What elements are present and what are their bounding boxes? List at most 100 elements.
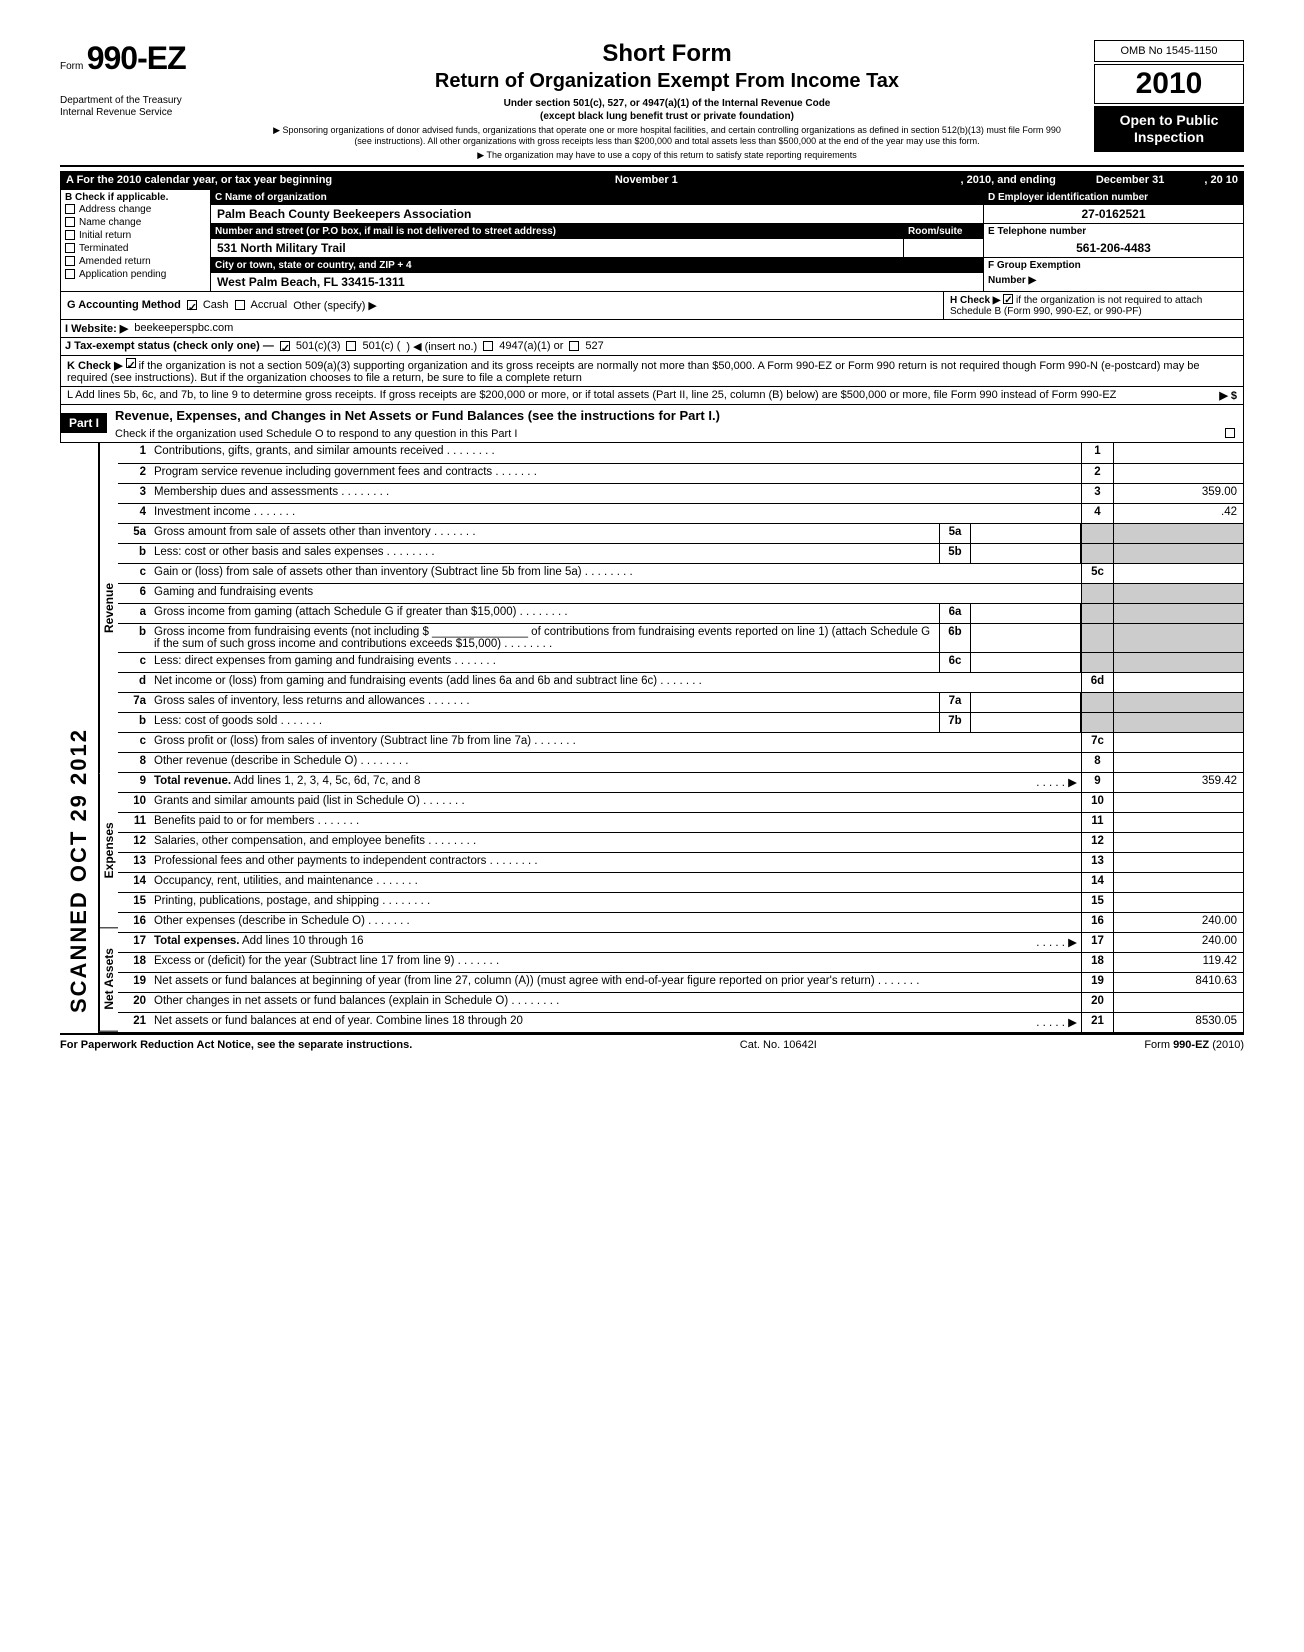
line-13: 13Professional fees and other payments t… xyxy=(118,852,1243,872)
footer-right: Form 990-EZ (2010) xyxy=(1144,1039,1244,1051)
line-num: 6 xyxy=(118,584,150,603)
end-val[interactable] xyxy=(1113,464,1243,483)
room-label: Room/suite xyxy=(904,224,983,239)
mid-val[interactable] xyxy=(971,713,1081,732)
line-d: dNet income or (loss) from gaming and fu… xyxy=(118,672,1243,692)
end-shade xyxy=(1081,604,1113,623)
mid-num: 7a xyxy=(939,693,971,712)
cb-527[interactable] xyxy=(569,341,579,351)
line-text: Membership dues and assessments . . . . … xyxy=(150,484,1081,503)
line-text: Total expenses. Add lines 10 through 16 … xyxy=(150,933,1081,952)
cb-pending[interactable]: Application pending xyxy=(65,268,206,281)
end-shade-val xyxy=(1113,653,1243,672)
end-val[interactable]: 8530.05 xyxy=(1113,1013,1243,1032)
line-num: 15 xyxy=(118,893,150,912)
end-val[interactable] xyxy=(1113,673,1243,692)
row-a-end: December 31 xyxy=(1056,174,1205,186)
mid-val[interactable] xyxy=(971,604,1081,623)
end-num: 14 xyxy=(1081,873,1113,892)
cb-part1[interactable] xyxy=(1225,428,1235,438)
row-a-begin: November 1 xyxy=(332,174,960,186)
line-num: 13 xyxy=(118,853,150,872)
form-page: Form 990-EZ Department of the Treasury I… xyxy=(60,40,1244,1055)
mid-val[interactable] xyxy=(971,544,1081,563)
e-label: E Telephone number xyxy=(984,224,1243,239)
end-val[interactable] xyxy=(1113,813,1243,832)
end-val[interactable] xyxy=(1113,853,1243,872)
end-val[interactable]: 359.42 xyxy=(1113,773,1243,792)
end-val[interactable]: 119.42 xyxy=(1113,953,1243,972)
line-num: 21 xyxy=(118,1013,150,1032)
mid-num: 6b xyxy=(939,624,971,652)
line-text: Occupancy, rent, utilities, and maintena… xyxy=(150,873,1081,892)
line-text: Less: direct expenses from gaming and fu… xyxy=(150,653,939,672)
inspection-badge: Open to Public Inspection xyxy=(1094,106,1244,152)
cb-initial[interactable]: Initial return xyxy=(65,229,206,242)
line-num: 2 xyxy=(118,464,150,483)
cb-k[interactable] xyxy=(126,358,136,368)
end-val[interactable]: 359.00 xyxy=(1113,484,1243,503)
mid-num: 5b xyxy=(939,544,971,563)
row-a-mid: , 2010, and ending xyxy=(961,174,1056,186)
line-19: 19Net assets or fund balances at beginni… xyxy=(118,972,1243,992)
line-text: Contributions, gifts, grants, and simila… xyxy=(150,443,1081,463)
cb-amended[interactable]: Amended return xyxy=(65,255,206,268)
cb-h[interactable] xyxy=(1003,294,1013,304)
cb-name[interactable]: Name change xyxy=(65,216,206,229)
c-addr-label: Number and street (or P.O box, if mail i… xyxy=(211,224,903,239)
line-14: 14Occupancy, rent, utilities, and mainte… xyxy=(118,872,1243,892)
scanned-stamp: SCANNED OCT 29 2012 xyxy=(60,443,98,1033)
end-val[interactable]: 240.00 xyxy=(1113,933,1243,952)
title-note2: ▶ The organization may have to use a cop… xyxy=(248,150,1086,161)
cb-terminated[interactable]: Terminated xyxy=(65,242,206,255)
end-shade xyxy=(1081,524,1113,543)
end-val[interactable] xyxy=(1113,833,1243,852)
line-num: 16 xyxy=(118,913,150,932)
cb-501c3[interactable] xyxy=(280,341,290,351)
b-label: B Check if applicable. xyxy=(65,192,206,203)
line-num: c xyxy=(118,653,150,672)
website: beekeeperspbc.com xyxy=(134,322,233,334)
end-val[interactable]: .42 xyxy=(1113,504,1243,523)
end-val[interactable]: 240.00 xyxy=(1113,913,1243,932)
end-val[interactable] xyxy=(1113,873,1243,892)
end-val[interactable] xyxy=(1113,993,1243,1012)
line-num: 19 xyxy=(118,973,150,992)
mid-val[interactable] xyxy=(971,653,1081,672)
end-val[interactable] xyxy=(1113,443,1243,463)
cb-501c[interactable] xyxy=(346,341,356,351)
ein: 27-0162521 xyxy=(984,205,1243,223)
end-val[interactable] xyxy=(1113,753,1243,772)
mid-val[interactable] xyxy=(971,693,1081,712)
mid-num: 5a xyxy=(939,524,971,543)
mid-val[interactable] xyxy=(971,524,1081,543)
end-shade xyxy=(1081,713,1113,732)
line-num: 1 xyxy=(118,443,150,463)
mid-val[interactable] xyxy=(971,624,1081,652)
footer-mid: Cat. No. 10642I xyxy=(740,1039,817,1051)
end-val[interactable] xyxy=(1113,564,1243,583)
end-val[interactable] xyxy=(1113,733,1243,752)
end-val[interactable]: 8410.63 xyxy=(1113,973,1243,992)
end-num: 8 xyxy=(1081,753,1113,772)
line-num: 17 xyxy=(118,933,150,952)
end-num: 4 xyxy=(1081,504,1113,523)
end-val[interactable] xyxy=(1113,793,1243,812)
end-num: 15 xyxy=(1081,893,1113,912)
f-label2: Number ▶ xyxy=(984,273,1243,288)
cb-4947[interactable] xyxy=(483,341,493,351)
cb-address[interactable]: Address change xyxy=(65,203,206,216)
row-a-label: A For the 2010 calendar year, or tax yea… xyxy=(66,174,332,186)
mid-num: 7b xyxy=(939,713,971,732)
cb-accrual[interactable] xyxy=(235,300,245,310)
end-val[interactable] xyxy=(1113,893,1243,912)
cb-cash[interactable] xyxy=(187,300,197,310)
i-row: I Website: ▶ beekeeperspbc.com xyxy=(60,320,1244,338)
org-addr: 531 North Military Trail xyxy=(211,239,903,257)
end-num: 18 xyxy=(1081,953,1113,972)
right-box: OMB No 1545-1150 2010 Open to Public Ins… xyxy=(1094,40,1244,152)
form-id-box: Form 990-EZ Department of the Treasury I… xyxy=(60,40,240,119)
line-text: Gross sales of inventory, less returns a… xyxy=(150,693,939,712)
line-10: 10Grants and similar amounts paid (list … xyxy=(118,792,1243,812)
end-num: 3 xyxy=(1081,484,1113,503)
